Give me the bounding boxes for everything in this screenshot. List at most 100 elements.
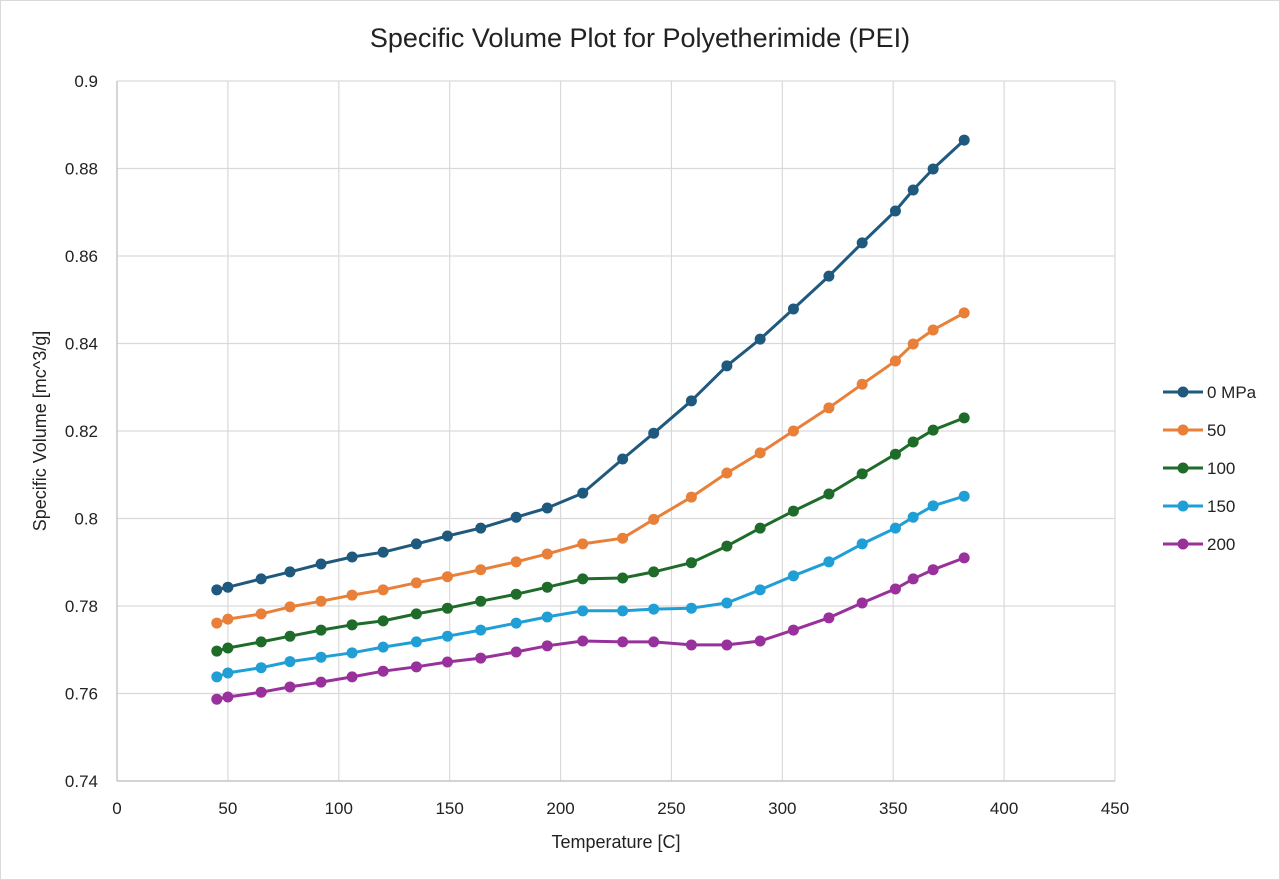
data-point [907, 184, 919, 196]
series-200 [211, 552, 970, 705]
y-tick-label: 0.88 [65, 160, 98, 179]
data-point [685, 639, 697, 651]
data-point [617, 605, 629, 617]
data-point [475, 624, 487, 636]
data-point [315, 676, 327, 688]
data-point [685, 491, 697, 503]
legend-marker [1177, 424, 1189, 436]
data-point [315, 558, 327, 570]
data-point [284, 681, 296, 693]
data-point [754, 584, 766, 596]
data-point [475, 652, 487, 664]
data-point [889, 205, 901, 217]
legend-label: 100 [1207, 459, 1235, 478]
series-50 [211, 307, 970, 629]
y-axis-ticks: 0.74 0.76 0.78 0.8 0.82 0.84 0.86 0.88 0.9 [65, 72, 98, 791]
x-axis-label: Temperature [C] [551, 832, 680, 852]
data-point [284, 656, 296, 668]
y-tick-label: 0.84 [65, 335, 98, 354]
data-point [787, 624, 799, 636]
data-point [315, 595, 327, 607]
data-point [541, 581, 553, 593]
data-point [255, 608, 267, 620]
x-tick-label: 150 [435, 799, 463, 818]
x-tick-label: 100 [325, 799, 353, 818]
data-point [907, 436, 919, 448]
data-point [856, 378, 868, 390]
data-point [410, 636, 422, 648]
data-point [211, 584, 223, 596]
data-point [927, 424, 939, 436]
legend-label: 150 [1207, 497, 1235, 516]
data-point [648, 566, 660, 578]
data-point [889, 355, 901, 367]
legend-marker [1177, 462, 1189, 474]
data-point [685, 602, 697, 614]
data-point [410, 538, 422, 550]
data-point [541, 502, 553, 514]
data-point [222, 667, 234, 679]
x-tick-label: 400 [990, 799, 1018, 818]
data-point [823, 556, 835, 568]
x-tick-label: 250 [657, 799, 685, 818]
data-point [721, 360, 733, 372]
x-tick-label: 450 [1101, 799, 1129, 818]
series-150 [211, 490, 970, 683]
y-tick-label: 0.86 [65, 247, 98, 266]
legend-label: 50 [1207, 421, 1226, 440]
data-point [222, 613, 234, 625]
data-point [346, 589, 358, 601]
data-point [754, 333, 766, 345]
data-point [541, 640, 553, 652]
data-point [787, 303, 799, 315]
data-point [410, 577, 422, 589]
legend-item: 50 [1163, 421, 1226, 440]
y-tick-label: 0.76 [65, 685, 98, 704]
data-point [510, 588, 522, 600]
legend-label: 0 MPa [1207, 383, 1257, 402]
data-point [211, 617, 223, 629]
data-point [889, 583, 901, 595]
data-point [617, 636, 629, 648]
data-point [787, 425, 799, 437]
data-point [410, 608, 422, 620]
data-point [541, 611, 553, 623]
data-point [377, 665, 389, 677]
data-point [754, 447, 766, 459]
data-point [284, 601, 296, 613]
data-point [510, 617, 522, 629]
legend-item: 200 [1163, 535, 1235, 554]
data-point [823, 488, 835, 500]
data-point [510, 511, 522, 523]
data-point [222, 642, 234, 654]
data-point [617, 453, 629, 465]
data-point [377, 615, 389, 627]
data-point [510, 646, 522, 658]
data-point [475, 564, 487, 576]
legend-item: 150 [1163, 497, 1235, 516]
y-tick-label: 0.78 [65, 597, 98, 616]
data-point [255, 573, 267, 585]
data-point [284, 630, 296, 642]
x-tick-label: 50 [218, 799, 237, 818]
data-point [541, 548, 553, 560]
data-point [823, 402, 835, 414]
data-point [958, 307, 970, 319]
y-axis-label: Specific Volume [mc^3/g] [30, 331, 50, 532]
data-point [685, 395, 697, 407]
data-point [211, 671, 223, 683]
data-point [377, 641, 389, 653]
data-point [577, 573, 589, 585]
data-point [889, 522, 901, 534]
legend-item: 0 MPa [1163, 383, 1257, 402]
y-tick-label: 0.8 [74, 510, 98, 529]
data-point [721, 639, 733, 651]
data-point [577, 635, 589, 647]
legend: 0 MPa 50 100 150 200 [1163, 383, 1257, 554]
data-point [823, 270, 835, 282]
gridlines [116, 80, 1116, 782]
data-point [823, 612, 835, 624]
